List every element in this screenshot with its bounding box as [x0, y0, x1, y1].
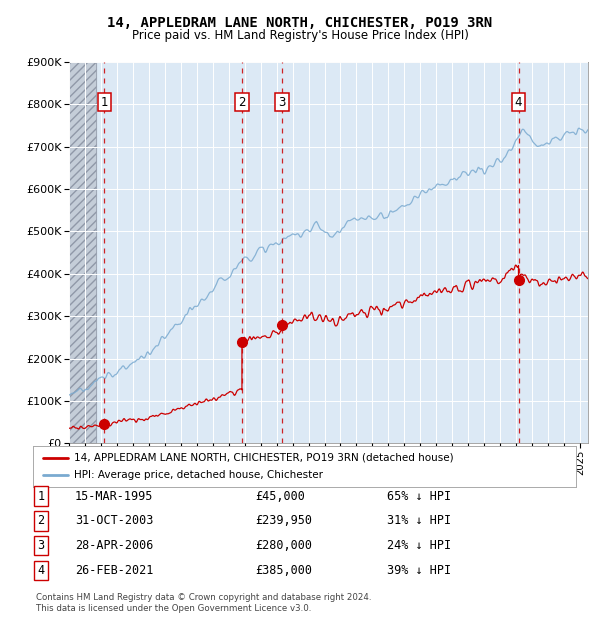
Text: 14, APPLEDRAM LANE NORTH, CHICHESTER, PO19 3RN (detached house): 14, APPLEDRAM LANE NORTH, CHICHESTER, PO… [74, 453, 454, 463]
Text: HPI: Average price, detached house, Chichester: HPI: Average price, detached house, Chic… [74, 471, 323, 480]
Text: 1: 1 [37, 490, 44, 502]
Text: Contains HM Land Registry data © Crown copyright and database right 2024.
This d: Contains HM Land Registry data © Crown c… [36, 593, 371, 613]
Text: 4: 4 [37, 564, 44, 577]
Text: 39% ↓ HPI: 39% ↓ HPI [387, 564, 451, 577]
Text: £45,000: £45,000 [255, 490, 305, 502]
Text: 3: 3 [278, 95, 286, 108]
Text: 26-FEB-2021: 26-FEB-2021 [75, 564, 154, 577]
Text: 15-MAR-1995: 15-MAR-1995 [75, 490, 154, 502]
Text: 14, APPLEDRAM LANE NORTH, CHICHESTER, PO19 3RN: 14, APPLEDRAM LANE NORTH, CHICHESTER, PO… [107, 16, 493, 30]
Text: £280,000: £280,000 [255, 539, 312, 552]
Text: 65% ↓ HPI: 65% ↓ HPI [387, 490, 451, 502]
Text: 3: 3 [37, 539, 44, 552]
Text: 4: 4 [515, 95, 522, 108]
Text: 28-APR-2006: 28-APR-2006 [75, 539, 154, 552]
Text: 31% ↓ HPI: 31% ↓ HPI [387, 515, 451, 527]
Text: Price paid vs. HM Land Registry's House Price Index (HPI): Price paid vs. HM Land Registry's House … [131, 29, 469, 42]
Text: 24% ↓ HPI: 24% ↓ HPI [387, 539, 451, 552]
Text: 1: 1 [101, 95, 108, 108]
Text: 2: 2 [238, 95, 245, 108]
Text: 2: 2 [37, 515, 44, 527]
Text: £385,000: £385,000 [255, 564, 312, 577]
Text: £239,950: £239,950 [255, 515, 312, 527]
Text: 31-OCT-2003: 31-OCT-2003 [75, 515, 154, 527]
